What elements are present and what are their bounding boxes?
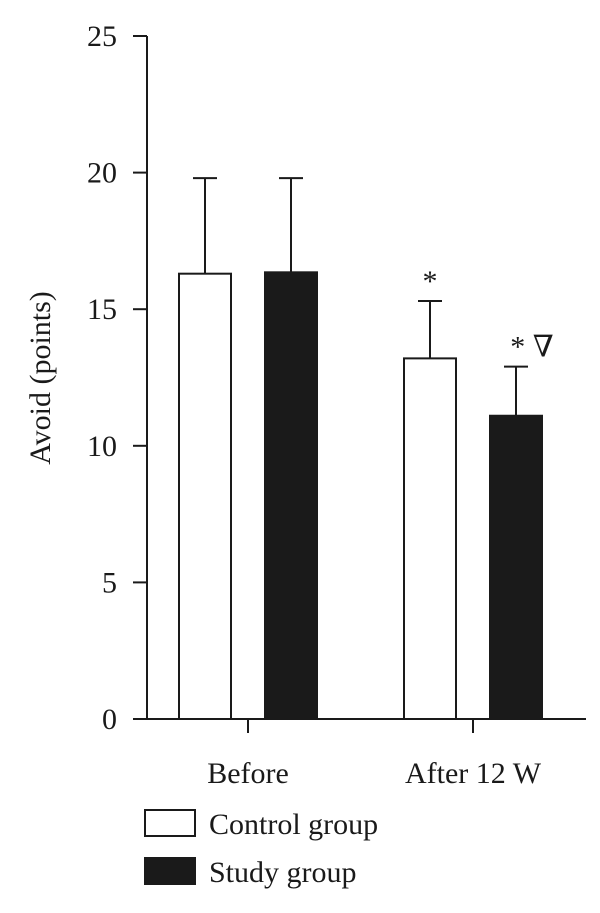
x-tick-label: Before bbox=[207, 757, 289, 790]
significance-marker: * ∇ bbox=[510, 331, 554, 364]
y-tick-label: 25 bbox=[87, 20, 117, 53]
legend-label: Control group bbox=[209, 808, 378, 841]
y-tick-label: 20 bbox=[87, 157, 117, 190]
plot-area: 0 5 10 15 20 25 Before After 12 W * * ∇ bbox=[87, 20, 586, 790]
y-tick-label: 15 bbox=[87, 293, 117, 326]
bar-study bbox=[264, 271, 318, 720]
legend-swatch bbox=[144, 857, 196, 885]
x-tick-label: After 12 W bbox=[405, 757, 542, 790]
significance-marker: * bbox=[423, 265, 438, 298]
y-tick-label: 10 bbox=[87, 430, 117, 463]
y-axis-label: Avoid (points) bbox=[24, 291, 57, 465]
y-tick-label: 0 bbox=[102, 703, 117, 736]
legend-label: Study group bbox=[209, 856, 357, 889]
bar-study bbox=[489, 414, 543, 720]
bar-control bbox=[178, 272, 232, 720]
bar-control bbox=[403, 357, 457, 720]
y-tick-label: 5 bbox=[102, 566, 117, 599]
legend-swatch bbox=[144, 809, 196, 837]
legend: Control group Study group bbox=[144, 808, 378, 889]
